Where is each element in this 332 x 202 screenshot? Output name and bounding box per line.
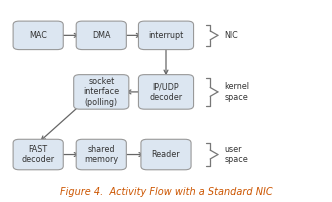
FancyBboxPatch shape xyxy=(74,75,129,109)
FancyBboxPatch shape xyxy=(76,21,126,50)
FancyBboxPatch shape xyxy=(13,21,63,50)
Text: Figure 4.  Activity Flow with a Standard NIC: Figure 4. Activity Flow with a Standard … xyxy=(60,187,272,197)
FancyBboxPatch shape xyxy=(76,139,126,170)
Text: FAST
decoder: FAST decoder xyxy=(22,145,55,164)
Text: NIC: NIC xyxy=(224,31,238,40)
Text: user
space: user space xyxy=(224,145,248,164)
Text: DMA: DMA xyxy=(92,31,111,40)
Text: shared
memory: shared memory xyxy=(84,145,118,164)
FancyBboxPatch shape xyxy=(13,139,63,170)
FancyBboxPatch shape xyxy=(138,75,194,109)
Text: Reader: Reader xyxy=(152,150,180,159)
Text: kernel
space: kernel space xyxy=(224,82,249,102)
Text: IP/UDP
decoder: IP/UDP decoder xyxy=(149,82,183,102)
Text: socket
interface
(polling): socket interface (polling) xyxy=(83,77,119,107)
Text: MAC: MAC xyxy=(29,31,47,40)
FancyBboxPatch shape xyxy=(138,21,194,50)
Text: interrupt: interrupt xyxy=(148,31,184,40)
FancyBboxPatch shape xyxy=(141,139,191,170)
